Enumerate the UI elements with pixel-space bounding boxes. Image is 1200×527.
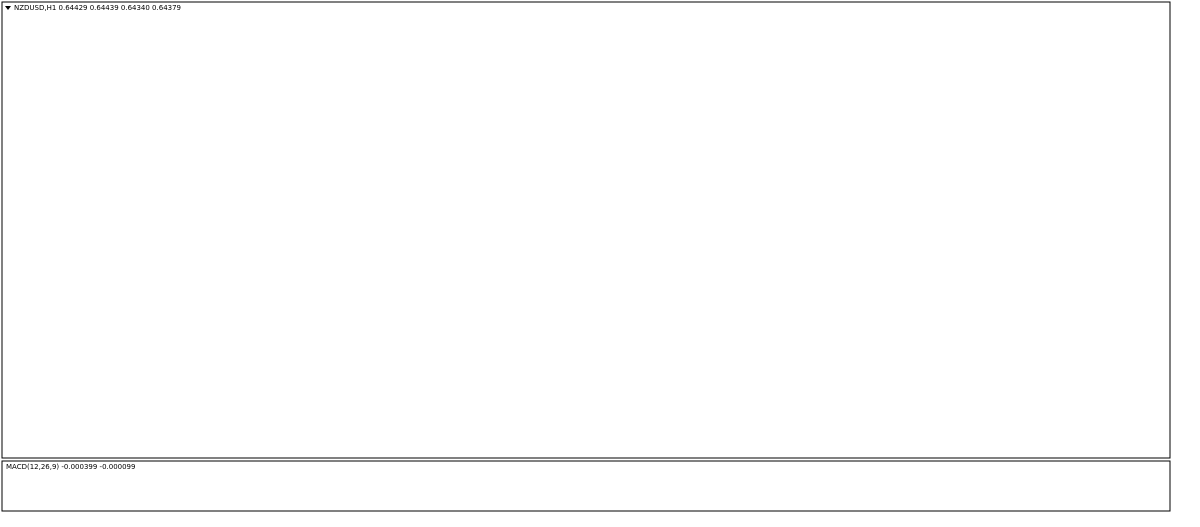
macd-title: MACD(12,26,9) -0.000399 -0.000099: [6, 463, 135, 471]
chart-title: NZDUSD,H1 0.64429 0.64439 0.64340 0.6437…: [14, 4, 181, 12]
symbol-menu-icon[interactable]: [5, 6, 11, 10]
macd-panel: [1, 460, 1171, 512]
main-panel: [1, 1, 1171, 459]
